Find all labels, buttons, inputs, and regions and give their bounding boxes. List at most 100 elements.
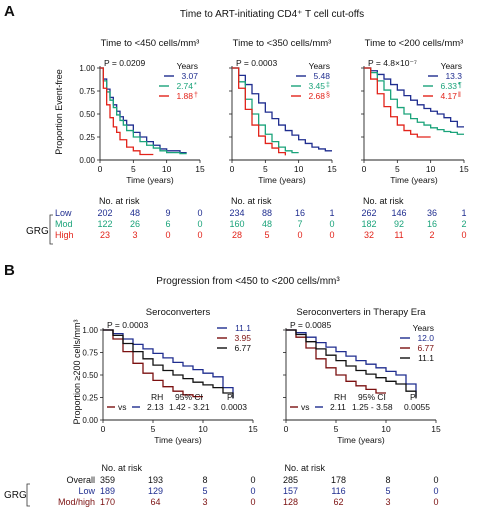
risk-cell: 0	[250, 486, 255, 496]
chart1-y-tick-label: 0.25	[79, 133, 95, 142]
panel-a-title: Time to ART-initiating CD4⁺ T cell cut-o…	[180, 9, 364, 20]
chart2-legend-title: Years	[309, 61, 330, 71]
risk-cell: 234	[229, 208, 244, 218]
chart5-series-overall	[286, 329, 417, 399]
chart3-x-tick-label: 15	[459, 164, 469, 174]
risk-cell: 5	[264, 230, 269, 240]
chart3-x-tick-label: 10	[426, 164, 436, 174]
chart1-pvalue: P = 0.0209	[104, 58, 145, 68]
chart3-legend-value: 4.17	[440, 91, 457, 101]
chart2-legend-value: 5.48	[313, 71, 330, 81]
chart5-legend-value: 11.1	[418, 353, 434, 363]
risk-cell: 36	[427, 208, 437, 218]
risk-cell: 2	[429, 230, 434, 240]
risk-cell: 0	[329, 219, 334, 229]
risk-cell: 182	[361, 219, 376, 229]
risk-cell: 8	[202, 475, 207, 485]
chart1-y-tick-label: 0.75	[79, 87, 95, 96]
chart3-legend-mark: ¶	[458, 82, 462, 89]
risk-cell: 0	[297, 230, 302, 240]
risk-row-label: Overall	[66, 475, 95, 485]
chart5-legend-value: 12.0	[417, 333, 434, 343]
chart2-legend-mark: ‡	[326, 82, 330, 89]
chart1-y-tick-label: 0.50	[79, 110, 95, 119]
risk-cell: 3	[202, 497, 207, 507]
panel-b-ylabel: Proportion ≥200 cells/mm³	[72, 320, 82, 425]
panel-b-letter: B	[4, 262, 15, 279]
chart3-series-high	[364, 67, 431, 138]
chart4-x-tick-label: 10	[198, 424, 208, 434]
risk-cell: 0	[250, 497, 255, 507]
chart4-y-tick-label: 0.75	[82, 349, 98, 358]
chart4-stats-vs: vs	[118, 402, 127, 412]
risk-cell: 16	[427, 219, 437, 229]
risk-cell: 359	[100, 475, 115, 485]
chart4-stats-p: 0.0003	[221, 402, 247, 412]
chart5-series-low	[286, 329, 417, 397]
risk-cell: 160	[229, 219, 244, 229]
chart2-series-mod	[232, 67, 299, 154]
panel-b-group-bracket	[26, 483, 30, 507]
chart1-series-mod	[100, 67, 187, 155]
chart3-title: Time to <200 cells/mm³	[365, 38, 464, 49]
chart4-legend-value: 11.1	[235, 323, 251, 333]
risk-cell: 32	[364, 230, 374, 240]
chart2-legend-mark: §	[326, 92, 330, 99]
chart5-series-mod-high	[286, 329, 386, 394]
risk-title: No. at risk	[102, 463, 143, 473]
risk-cell: 285	[283, 475, 298, 485]
risk-cell: 2	[461, 219, 466, 229]
risk-row-label: Low	[78, 486, 95, 496]
chart3-x-tick-label: 5	[395, 164, 400, 174]
chart5-x-tick-label: 0	[284, 424, 289, 434]
risk-title: No. at risk	[363, 196, 404, 206]
risk-cell: 3	[385, 497, 390, 507]
panel-a-ylabel: Proportion Event-free	[54, 69, 64, 155]
risk-cell: 170	[100, 497, 115, 507]
chart5-x-tick-label: 15	[431, 424, 441, 434]
chart5-xlabel: Time (years)	[337, 435, 385, 445]
chart1-legend-value: 3.07	[181, 71, 198, 81]
risk-title: No. at risk	[285, 463, 326, 473]
chart2-xlabel: Time (years)	[258, 175, 306, 185]
chart2-x-tick-label: 0	[230, 164, 235, 174]
chart4-stats-ci-label: 95% CI	[175, 392, 203, 402]
chart4-y-tick-label: 1.00	[82, 326, 98, 335]
risk-cell: 146	[391, 208, 406, 218]
risk-cell: 193	[148, 475, 163, 485]
risk-cell: 23	[100, 230, 110, 240]
chart3-legend-mark: ‖	[458, 92, 461, 99]
chart2-legend-value: 3.45	[308, 81, 325, 91]
chart5-x-tick-label: 10	[381, 424, 391, 434]
risk-cell: 5	[385, 486, 390, 496]
chart1-xlabel: Time (years)	[126, 175, 174, 185]
risk-cell: 0	[461, 230, 466, 240]
risk-cell: 28	[232, 230, 242, 240]
chart3-x-tick-label: 0	[362, 164, 367, 174]
risk-cell: 88	[262, 208, 272, 218]
chart5-title: Seroconverters in Therapy Era	[296, 307, 426, 318]
chart2-series-low	[232, 67, 332, 152]
chart5-stats-ci: 1.25 - 3.58	[352, 402, 393, 412]
chart5-stats-rh-label: RH	[334, 392, 346, 402]
chart4-pvalue: P = 0.0003	[107, 320, 148, 330]
chart4-x-tick-label: 15	[248, 424, 258, 434]
risk-cell: 8	[385, 475, 390, 485]
chart4-x-tick-label: 0	[101, 424, 106, 434]
panel-a-group-bracket	[49, 214, 53, 245]
chart3-legend-value: 13.3	[445, 71, 462, 81]
chart1-series-low	[100, 67, 187, 154]
risk-cell: 129	[148, 486, 163, 496]
risk-cell: 0	[165, 230, 170, 240]
panel-b-title: Progression from <450 to <200 cells/mm³	[156, 276, 340, 287]
chart4-x-tick-label: 5	[151, 424, 156, 434]
risk-cell: 11	[394, 230, 403, 240]
chart2-pvalue: P = 0.0003	[236, 58, 277, 68]
risk-cell: 1	[461, 208, 466, 218]
risk-cell: 157	[283, 486, 298, 496]
chart3-xlabel: Time (years)	[390, 175, 438, 185]
risk-cell: 122	[97, 219, 112, 229]
chart2-x-tick-label: 15	[327, 164, 337, 174]
risk-cell: 48	[130, 208, 140, 218]
